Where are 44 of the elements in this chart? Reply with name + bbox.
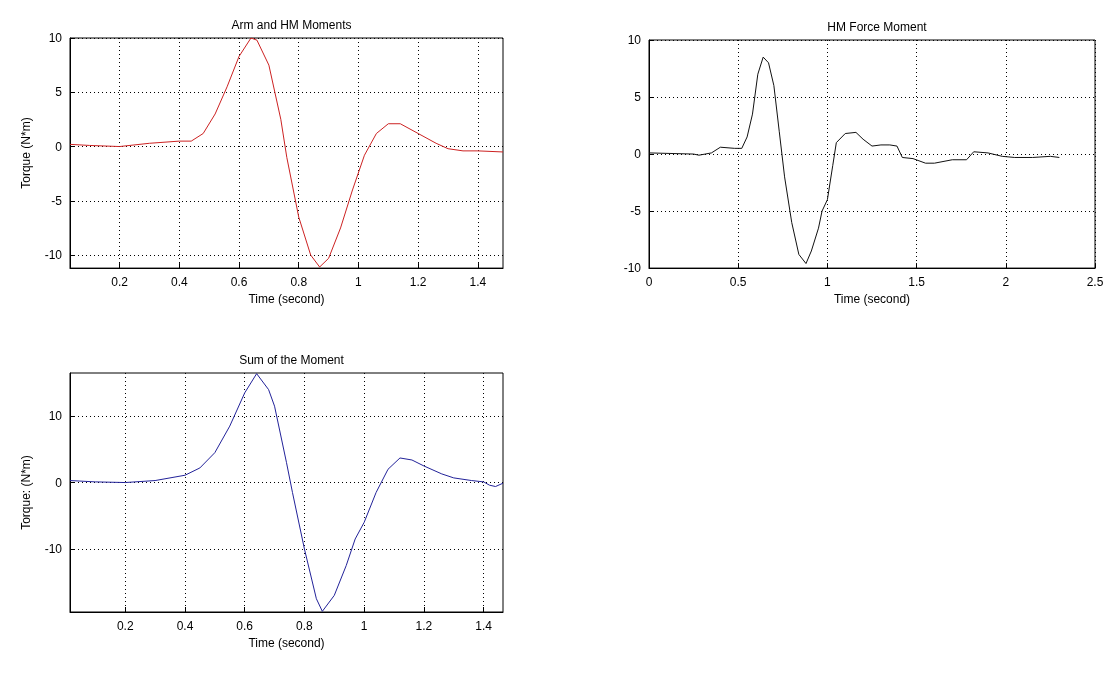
x-tick-label: 1 bbox=[355, 275, 363, 290]
x-axis-title: Time (second) bbox=[248, 635, 325, 650]
x-tick-label: 1.4 bbox=[469, 275, 487, 290]
x-tick-label: 1.5 bbox=[908, 275, 926, 290]
y-tick-label: 5 bbox=[55, 85, 63, 100]
y-axis-title: Torque: (N*m) bbox=[19, 455, 33, 530]
x-tick-label: 0.4 bbox=[176, 619, 194, 633]
x-tick-label: 2.5 bbox=[1086, 275, 1104, 290]
x-tick-label: 0.5 bbox=[729, 275, 747, 290]
x-tick-label: 1 bbox=[824, 275, 832, 290]
x-tick-label: 0.8 bbox=[296, 619, 314, 633]
y-tick-label: -5 bbox=[630, 204, 642, 219]
x-tick-label: 0.2 bbox=[116, 619, 134, 633]
x-tick-label: 0.2 bbox=[111, 275, 129, 290]
x-tick-label: 1.4 bbox=[475, 619, 493, 633]
x-tick-label: 0 bbox=[645, 275, 653, 290]
y-tick-label: -10 bbox=[44, 541, 63, 556]
x-tick-label: 1.2 bbox=[409, 275, 427, 290]
y-tick-label: -10 bbox=[623, 261, 642, 276]
y-tick-label: 10 bbox=[627, 33, 642, 47]
x-axis-title: Time (second) bbox=[833, 292, 911, 306]
y-tick-label: 0 bbox=[55, 475, 63, 490]
x-tick-label: 0.6 bbox=[230, 275, 248, 290]
x-tick-label: 1 bbox=[360, 619, 368, 633]
y-tick-label: 10 bbox=[48, 409, 63, 424]
x-axis-title: Time (second) bbox=[248, 292, 325, 306]
x-tick-label: 2 bbox=[1002, 275, 1010, 290]
y-tick-label: 5 bbox=[634, 90, 642, 105]
chart-title: HM Force Moment bbox=[827, 20, 928, 34]
x-tick-label: 1.2 bbox=[415, 619, 433, 633]
x-tick-label: 0.4 bbox=[170, 275, 188, 290]
line-series bbox=[69, 37, 504, 268]
y-axis-title: Torque (N*m) bbox=[19, 117, 33, 189]
x-tick-label: 0.6 bbox=[236, 619, 254, 633]
y-tick-label: -5 bbox=[51, 193, 63, 208]
line-series bbox=[69, 373, 504, 612]
y-tick-label: -10 bbox=[44, 248, 63, 263]
line-series bbox=[648, 56, 1060, 265]
y-tick-label: 0 bbox=[55, 139, 63, 154]
y-tick-label: 0 bbox=[634, 147, 642, 162]
x-tick-label: 0.8 bbox=[290, 275, 308, 290]
y-tick-label: 10 bbox=[48, 31, 63, 45]
chart-title: Arm and HM Moments bbox=[231, 18, 352, 32]
chart-title: Sum of the Moment bbox=[239, 353, 345, 367]
